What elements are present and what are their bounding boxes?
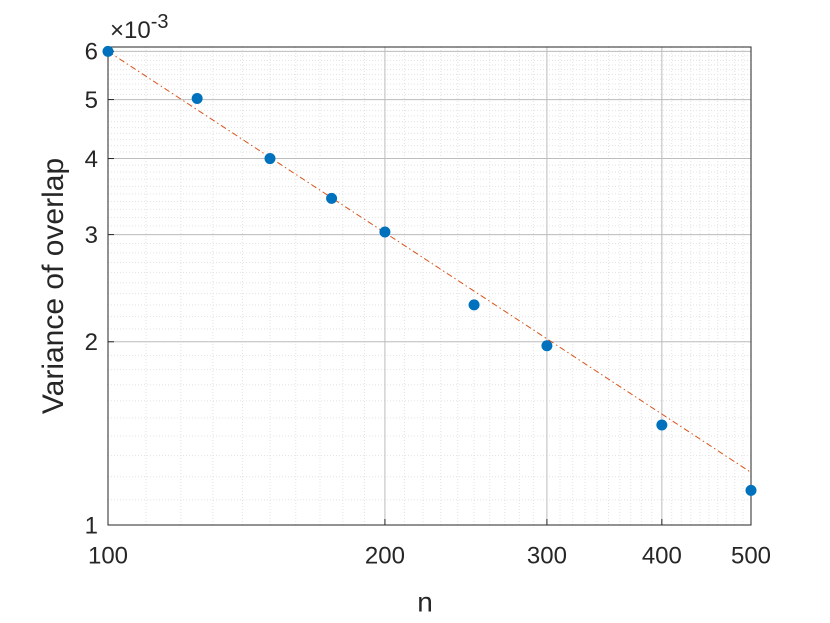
scatter-point — [656, 419, 668, 431]
scatter-point — [379, 226, 391, 238]
scatter-point — [468, 299, 480, 311]
scatter-point — [191, 93, 203, 105]
x-tick-label: 300 — [527, 542, 567, 569]
y-axis-label: Variance of overlap — [37, 158, 70, 414]
y-tick-label: 3 — [85, 222, 98, 249]
y-tick-label: 6 — [85, 39, 98, 66]
x-tick-label: 400 — [642, 542, 682, 569]
x-axis-label: n — [417, 586, 433, 617]
y-multiplier-base: ×10 — [110, 17, 151, 44]
plot-frame — [107, 46, 752, 526]
x-tick-label: 200 — [365, 542, 405, 569]
y-multiplier: ×10-3 — [110, 11, 169, 44]
x-tick-label: 500 — [731, 542, 771, 569]
y-tick-label: 2 — [85, 329, 98, 356]
scatter-point — [264, 153, 276, 165]
scatter-point — [102, 45, 114, 57]
scatter-point — [326, 192, 338, 204]
y-tick-label: 1 — [85, 512, 98, 539]
y-multiplier-exponent: -3 — [151, 11, 169, 33]
y-tick-label: 4 — [85, 146, 98, 173]
scatter-point — [541, 340, 553, 352]
x-tick-label: 100 — [88, 542, 128, 569]
fit-line — [107, 50, 752, 473]
scatter-point — [745, 484, 757, 496]
y-tick-label: 5 — [85, 87, 98, 114]
